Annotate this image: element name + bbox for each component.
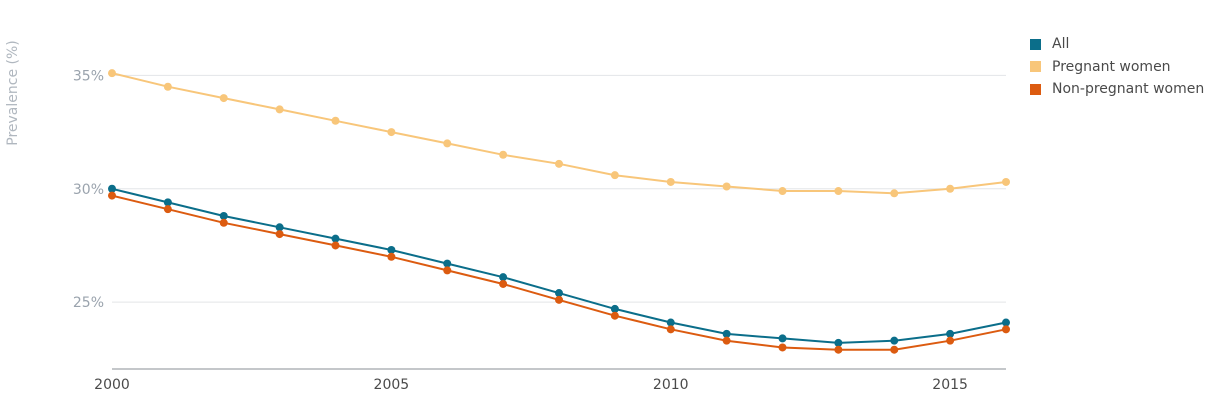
- data-point-pregnant-women: [722, 182, 731, 191]
- data-point-all: [331, 234, 340, 243]
- data-point-non-pregnant-women: [499, 279, 508, 288]
- data-point-non-pregnant-women: [890, 345, 899, 354]
- data-point-non-pregnant-women: [610, 311, 619, 320]
- data-point-non-pregnant-women: [722, 336, 731, 345]
- data-point-all: [1002, 318, 1010, 327]
- legend: All Pregnant women Non-pregnant women: [1030, 33, 1204, 101]
- x-tick-label: 2000: [94, 377, 130, 393]
- legend-swatch: [1030, 83, 1041, 95]
- data-point-non-pregnant-women: [275, 230, 284, 239]
- y-tick-label: 25%: [73, 295, 104, 311]
- legend-item-all[interactable]: All: [1030, 33, 1204, 56]
- y-tick-label: 30%: [73, 182, 104, 198]
- data-point-all: [387, 245, 396, 254]
- data-point-non-pregnant-women: [331, 241, 340, 250]
- data-point-non-pregnant-women: [108, 191, 116, 200]
- data-point-pregnant-women: [387, 128, 396, 137]
- data-point-all: [499, 273, 508, 282]
- y-axis-label: Prevalence (%): [5, 40, 21, 146]
- data-point-all: [610, 304, 619, 313]
- legend-item-non-pregnant-women[interactable]: Non-pregnant women: [1030, 78, 1204, 101]
- data-point-non-pregnant-women: [778, 343, 787, 352]
- data-point-pregnant-women: [610, 171, 619, 180]
- data-point-non-pregnant-women: [666, 325, 675, 334]
- data-point-pregnant-women: [275, 105, 284, 114]
- data-point-all: [108, 184, 116, 193]
- series-line-non-pregnant-women: [111, 194, 1007, 351]
- data-point-pregnant-women: [219, 94, 228, 103]
- data-point-pregnant-women: [443, 139, 452, 148]
- x-tick-label: 2010: [653, 377, 689, 393]
- data-point-non-pregnant-women: [163, 205, 172, 214]
- series-line-all: [111, 187, 1007, 344]
- data-point-non-pregnant-women: [1002, 325, 1010, 334]
- data-point-non-pregnant-women: [834, 345, 843, 354]
- data-point-all: [834, 338, 843, 347]
- data-point-pregnant-women: [1002, 177, 1010, 186]
- legend-item-pregnant-women[interactable]: Pregnant women: [1030, 56, 1204, 79]
- data-point-non-pregnant-women: [946, 336, 955, 345]
- legend-label: Non-pregnant women: [1052, 81, 1205, 98]
- series-line-pregnant-women: [111, 72, 1007, 195]
- data-point-all: [219, 211, 228, 220]
- data-point-pregnant-women: [946, 184, 955, 193]
- data-point-all: [890, 336, 899, 345]
- x-tick-label: 2015: [932, 377, 968, 393]
- legend-swatch: [1030, 38, 1041, 50]
- legend-label: All: [1052, 36, 1070, 53]
- data-point-pregnant-women: [163, 82, 172, 91]
- data-point-non-pregnant-women: [219, 218, 228, 227]
- data-point-pregnant-women: [555, 159, 563, 168]
- data-point-all: [443, 259, 452, 268]
- data-point-all: [275, 223, 284, 232]
- data-point-non-pregnant-women: [555, 295, 563, 304]
- data-point-all: [778, 334, 787, 343]
- data-point-all: [722, 329, 731, 338]
- data-point-all: [555, 289, 563, 298]
- legend-label: Pregnant women: [1052, 58, 1171, 75]
- data-point-pregnant-women: [331, 116, 340, 125]
- data-point-pregnant-women: [778, 187, 787, 196]
- data-point-pregnant-women: [834, 187, 843, 196]
- data-point-all: [946, 329, 955, 338]
- data-point-pregnant-women: [890, 189, 899, 198]
- data-point-non-pregnant-women: [387, 252, 396, 261]
- y-tick-label: 35%: [73, 68, 104, 84]
- data-point-non-pregnant-women: [443, 266, 452, 275]
- data-point-all: [163, 198, 172, 207]
- legend-swatch: [1030, 61, 1041, 73]
- x-tick-label: 2005: [374, 377, 410, 393]
- data-point-pregnant-women: [666, 177, 675, 186]
- data-point-pregnant-women: [108, 69, 116, 78]
- data-point-all: [666, 318, 675, 327]
- data-point-pregnant-women: [499, 150, 508, 159]
